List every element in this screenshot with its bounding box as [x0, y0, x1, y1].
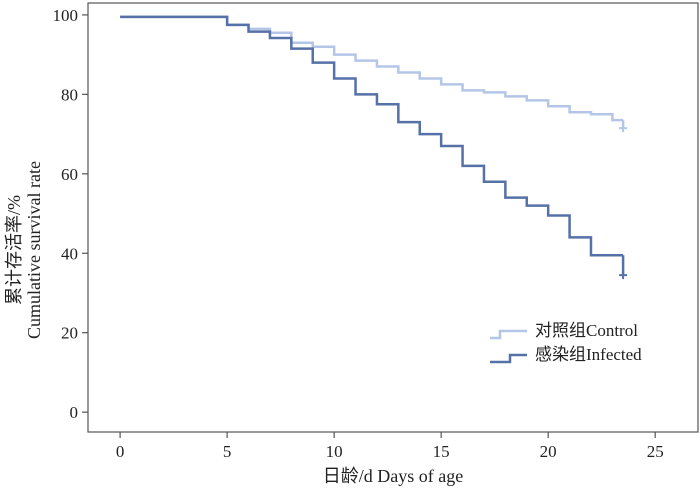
- x-axis-title: 日龄/d Days of age: [323, 466, 463, 486]
- censor-mark-control: [619, 124, 628, 133]
- y-axis-title-line1: 累计存活率/%: [4, 195, 24, 305]
- y-tick-label: 80: [61, 85, 78, 104]
- series-line-infected: [120, 15, 624, 257]
- x-tick-label: 0: [116, 442, 125, 461]
- legend-swatch-infected: [490, 353, 527, 364]
- y-tick-label: 100: [53, 6, 79, 25]
- legend-label-infected: 感染组Infected: [535, 345, 642, 364]
- plot-frame: [87, 2, 699, 433]
- series-layer: [120, 15, 628, 280]
- legend-label-control: 对照组Control: [535, 321, 638, 340]
- x-tick-label: 5: [223, 442, 232, 461]
- y-tick-label: 20: [61, 324, 78, 343]
- censor-mark-infected: [619, 271, 628, 280]
- legend: 对照组Control 感染组Infected: [490, 321, 642, 364]
- series-line-control: [120, 15, 624, 122]
- y-axis: 0 20 40 60 80 100: [53, 6, 88, 422]
- x-tick-label: 10: [326, 442, 343, 461]
- y-tick-label: 40: [61, 244, 78, 263]
- y-axis-title-line2: Cumulative survival rate: [24, 161, 44, 339]
- legend-swatch-control: [490, 329, 527, 340]
- y-tick-label: 60: [61, 165, 78, 184]
- y-tick-label: 0: [70, 403, 79, 422]
- x-tick-label: 20: [540, 442, 557, 461]
- x-tick-label: 25: [647, 442, 664, 461]
- x-tick-label: 15: [433, 442, 450, 461]
- y-axis-title: 累计存活率/% Cumulative survival rate: [4, 161, 44, 339]
- x-axis: 0 5 10 15 20 25: [116, 432, 664, 461]
